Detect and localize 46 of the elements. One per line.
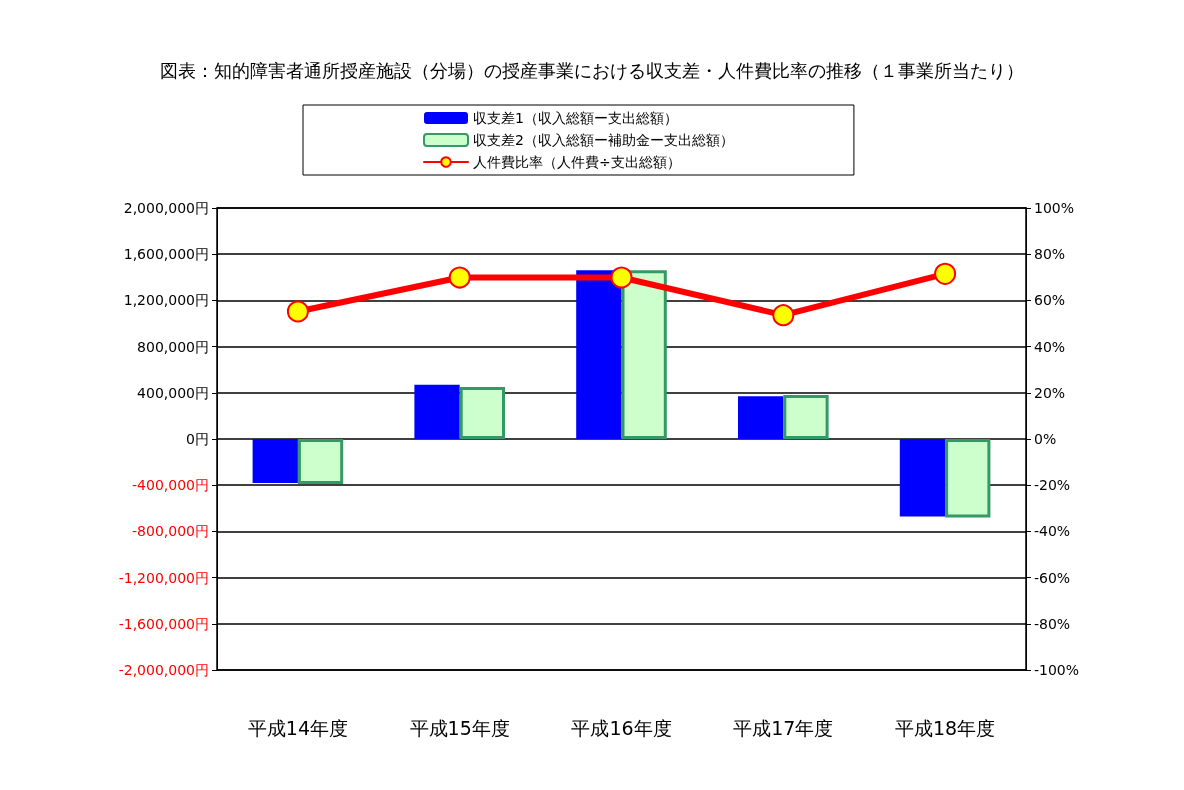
y2-tick-label: 80% <box>1034 246 1066 263</box>
bar <box>297 439 344 485</box>
y2-tick-label: -80% <box>1034 615 1071 632</box>
y-tick-label: 1,200,000円 <box>123 292 209 309</box>
bar <box>783 395 829 439</box>
point <box>772 304 795 327</box>
y-tick-label: 2,000,000円 <box>123 200 209 216</box>
bar <box>621 270 667 439</box>
x-tick-label: 平成15年度 <box>409 716 510 739</box>
x-tick-label: 平成14年度 <box>247 716 348 739</box>
bar <box>414 384 460 439</box>
y2-tick-label: -20% <box>1034 477 1071 494</box>
y-tick-label: 400,000円 <box>137 384 209 401</box>
legend-label: 人件費比率（人件費÷支出総額） <box>473 154 681 170</box>
x-tick-label: 平成16年度 <box>571 716 672 739</box>
bar <box>899 439 946 517</box>
y-tick-label: -800,000円 <box>132 523 209 540</box>
y-tick-label: -1,600,000円 <box>118 615 209 632</box>
bar <box>576 270 622 439</box>
bar <box>459 387 505 439</box>
y2-tick-label: -40% <box>1034 523 1071 540</box>
bar <box>738 396 784 439</box>
y-tick-label: -1,200,000円 <box>118 569 209 586</box>
chart-title: 図表：知的障害者通所授産施設（分場）の授産事業における収支差・人件費比率の推移（１事業所当たり） <box>160 59 1024 81</box>
point <box>448 266 471 289</box>
x-tick-label: 平成17年度 <box>733 716 834 739</box>
y-tick-label: 0円 <box>186 431 209 447</box>
y-tick-label: -400,000円 <box>132 477 209 494</box>
y2-tick-label: 60% <box>1034 292 1066 309</box>
y2-tick-label: -100% <box>1034 662 1080 678</box>
legend-label: 収支差1（収入総額ー支出総額） <box>473 110 678 126</box>
y-tick-label: 1,600,000円 <box>123 246 209 263</box>
point <box>934 262 957 285</box>
y2-tick-label: 40% <box>1034 338 1066 355</box>
y-tick-label: -2,000,000円 <box>118 662 209 678</box>
bar <box>945 439 991 518</box>
legend-label: 収支差2（収入総額ー補助金ー支出総額） <box>473 132 734 148</box>
y2-tick-label: 100% <box>1034 200 1075 216</box>
bar <box>252 439 298 483</box>
x-tick-label: 平成18年度 <box>895 716 996 739</box>
point <box>286 300 309 323</box>
y2-tick-label: 0% <box>1034 431 1057 447</box>
y-tick-label: 800,000円 <box>137 338 209 355</box>
y2-tick-label: -60% <box>1034 569 1071 586</box>
y2-tick-label: 20% <box>1034 384 1066 401</box>
point <box>610 266 633 289</box>
